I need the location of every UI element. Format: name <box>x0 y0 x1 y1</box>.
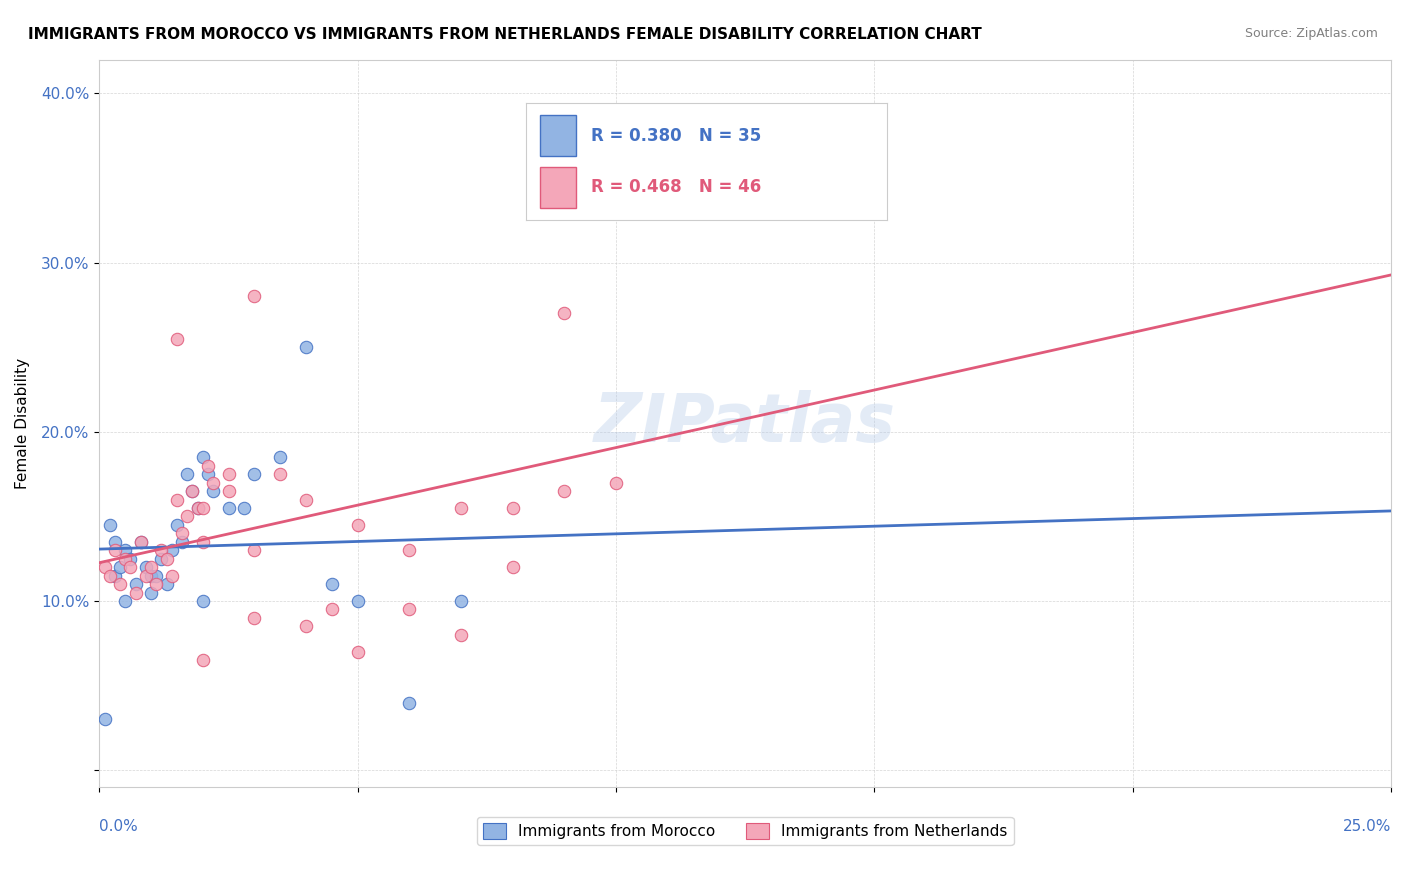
Point <box>181 484 204 499</box>
Point <box>295 340 318 354</box>
Point <box>135 560 157 574</box>
Point <box>191 534 214 549</box>
Point <box>269 467 291 482</box>
Point <box>398 602 420 616</box>
Legend: Immigrants from Morocco, Immigrants from Netherlands: Immigrants from Morocco, Immigrants from… <box>477 817 1014 845</box>
Point <box>139 585 162 599</box>
Point <box>218 500 240 515</box>
Point <box>104 543 127 558</box>
Point <box>155 551 177 566</box>
Point <box>605 475 627 490</box>
Point <box>135 568 157 582</box>
Point <box>155 577 177 591</box>
Point <box>98 568 121 582</box>
Point <box>321 602 343 616</box>
Point <box>269 450 291 465</box>
Point <box>186 500 208 515</box>
Point <box>93 560 115 574</box>
Point <box>120 560 142 574</box>
Point <box>150 543 173 558</box>
Point <box>191 653 214 667</box>
Point <box>243 611 266 625</box>
Point <box>657 154 679 169</box>
Point <box>145 568 167 582</box>
Point <box>243 543 266 558</box>
Point <box>170 534 193 549</box>
Point <box>295 492 318 507</box>
Point <box>321 577 343 591</box>
Point <box>450 594 472 608</box>
Point <box>197 458 219 473</box>
Point <box>150 551 173 566</box>
Point <box>166 517 188 532</box>
Text: ZIPatlas: ZIPatlas <box>595 391 896 457</box>
Point <box>160 543 183 558</box>
Point <box>139 560 162 574</box>
Point <box>346 517 368 532</box>
Point <box>502 560 524 574</box>
Point <box>124 577 146 591</box>
Point <box>181 484 204 499</box>
Point <box>450 628 472 642</box>
Point <box>145 577 167 591</box>
Point <box>104 534 127 549</box>
Y-axis label: Female Disability: Female Disability <box>15 358 30 489</box>
Point <box>93 713 115 727</box>
Point <box>197 467 219 482</box>
Point <box>243 467 266 482</box>
Point <box>139 568 162 582</box>
Point <box>191 500 214 515</box>
Point <box>104 568 127 582</box>
Point <box>346 594 368 608</box>
Point <box>186 500 208 515</box>
Point <box>108 577 131 591</box>
Point <box>114 594 136 608</box>
Point <box>553 484 575 499</box>
Point <box>98 517 121 532</box>
Point <box>295 619 318 633</box>
Text: Source: ZipAtlas.com: Source: ZipAtlas.com <box>1244 27 1378 40</box>
Point <box>166 492 188 507</box>
Point <box>114 551 136 566</box>
Text: 0.0%: 0.0% <box>100 819 138 834</box>
Point <box>129 534 152 549</box>
Text: IMMIGRANTS FROM MOROCCO VS IMMIGRANTS FROM NETHERLANDS FEMALE DISABILITY CORRELA: IMMIGRANTS FROM MOROCCO VS IMMIGRANTS FR… <box>28 27 981 42</box>
Point <box>243 289 266 303</box>
Point <box>108 560 131 574</box>
Point <box>398 696 420 710</box>
Point <box>398 543 420 558</box>
Point <box>170 526 193 541</box>
Point <box>176 467 198 482</box>
Point <box>166 332 188 346</box>
Point <box>201 475 224 490</box>
Text: 25.0%: 25.0% <box>1343 819 1391 834</box>
Point <box>502 500 524 515</box>
Point <box>346 645 368 659</box>
Point <box>176 509 198 524</box>
Point <box>450 500 472 515</box>
Point <box>114 543 136 558</box>
Point <box>218 467 240 482</box>
Point <box>191 594 214 608</box>
Point <box>129 534 152 549</box>
Point <box>191 450 214 465</box>
Point <box>553 306 575 320</box>
Point <box>160 568 183 582</box>
Point <box>124 585 146 599</box>
Point <box>120 551 142 566</box>
Point <box>233 500 256 515</box>
Point <box>201 484 224 499</box>
Point <box>218 484 240 499</box>
